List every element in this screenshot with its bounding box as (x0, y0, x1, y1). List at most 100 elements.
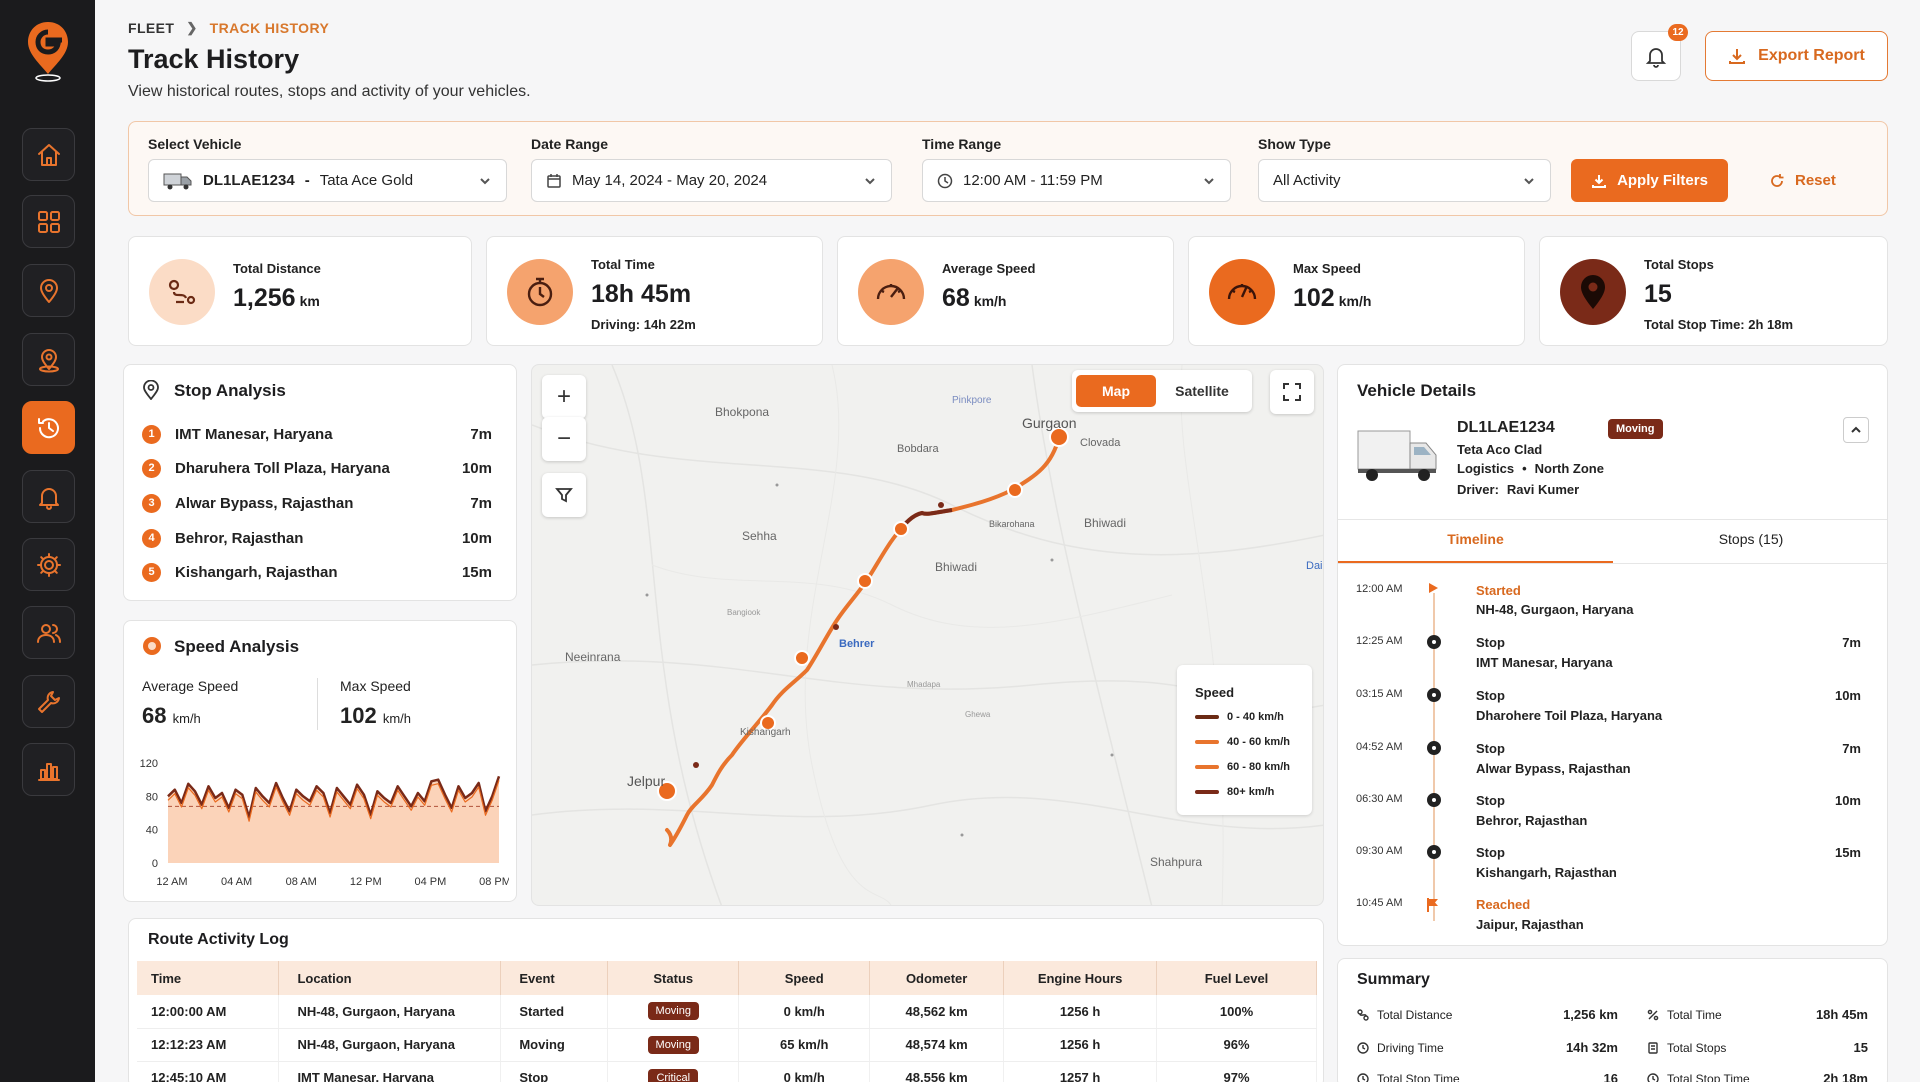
tab-timeline[interactable]: Timeline (1447, 531, 1504, 547)
fullscreen-button[interactable] (1270, 370, 1314, 414)
tab-stops[interactable]: Stops (15) (1718, 531, 1784, 547)
stop-item[interactable]: 2 Dharuhera Toll Plaza, Haryana 10m (142, 458, 492, 478)
show-type-value: All Activity (1273, 172, 1341, 189)
col-header[interactable]: Time (137, 961, 280, 995)
route-icon (1357, 1009, 1369, 1021)
summary-value: 14h 32m (1565, 1040, 1618, 1055)
chevron-down-icon (480, 178, 490, 185)
nav-drivers[interactable] (22, 606, 75, 659)
col-header[interactable]: Status (607, 961, 740, 995)
col-header[interactable]: Engine Hours (1003, 961, 1158, 995)
nav-alerts[interactable] (22, 470, 75, 523)
stat-label: Total Distance (233, 261, 321, 276)
timeline-location: Dharohere Toil Plaza, Haryana (1476, 708, 1663, 723)
activity-table: Time Location Event Status Speed Odomete… (137, 961, 1317, 1082)
map-label: Bobdara (897, 443, 939, 455)
breadcrumb-current: TRACK HISTORY (209, 20, 330, 36)
nav-live-tracking[interactable] (22, 264, 75, 317)
route-map[interactable]: Bhokpona Pinkpore Gurgaon Clovada Bobdar… (531, 364, 1324, 906)
stop-number: 3 (142, 493, 161, 513)
stat-unit: km/h (973, 293, 1007, 309)
date-range-select[interactable]: May 14, 2024 - May 20, 2024 (531, 159, 892, 202)
summary-label: Driving Time (1377, 1041, 1444, 1055)
table-row[interactable]: 12:45:10 AM IMT Manesar, Harvana Stop Cr… (137, 1061, 1317, 1082)
vehicle-status-badge: Moving (1608, 419, 1663, 439)
stopwatch-icon (507, 259, 573, 325)
export-report-button[interactable]: Export Report (1705, 31, 1888, 81)
nav-geofence[interactable] (22, 333, 75, 386)
breadcrumb-fleet[interactable]: FLEET (128, 20, 175, 36)
zoom-out-button[interactable]: − (542, 417, 586, 461)
legend-title: Speed (1195, 685, 1235, 700)
stop-item[interactable]: 4 Behror, Rajasthan 10m (142, 528, 492, 548)
speedometer-icon (858, 259, 924, 325)
vehicle-select[interactable]: DL1LAE1234 - Tata Ace Gold (148, 159, 507, 202)
map-toggle-satellite[interactable]: Satellite (1175, 383, 1229, 399)
table-row[interactable]: 12:12:23 AM NH-48, Gurgaon, Haryana Movi… (137, 1028, 1317, 1062)
timeline-location: Behror, Rajasthan (1476, 813, 1588, 828)
col-header[interactable]: Odometer (869, 961, 1005, 995)
reset-button[interactable]: Reset (1769, 159, 1836, 202)
divider (1338, 563, 1887, 564)
date-range-value: May 14, 2024 - May 20, 2024 (572, 172, 768, 189)
map-toggle-map[interactable]: Map (1076, 375, 1156, 407)
divider (317, 678, 318, 730)
map-label: Bhiwadi (935, 560, 978, 574)
col-header[interactable]: Speed (738, 961, 871, 995)
cell-speed: 65 km/h (738, 1028, 871, 1062)
apply-filters-button[interactable]: Apply Filters (1571, 159, 1728, 202)
vehicle-separator: - (304, 172, 310, 189)
stat-value: 15 (1644, 280, 1676, 309)
map-type-toggle[interactable]: Map Satellite (1072, 370, 1252, 412)
col-header[interactable]: Event (500, 961, 609, 995)
stop-duration: 15m (461, 563, 492, 581)
col-header[interactable]: Fuel Level (1156, 961, 1317, 995)
location-pin-icon (1560, 259, 1626, 325)
cell-event: Moving (500, 1028, 609, 1062)
nav-home[interactable] (22, 128, 75, 181)
summary-label: Total Stop Time (1377, 1072, 1460, 1082)
map-canvas[interactable] (532, 365, 1324, 906)
timeline-location: Kishangarh, Rajasthan (1476, 865, 1617, 880)
stop-marker-icon (1427, 635, 1441, 649)
nav-track-history[interactable] (22, 401, 75, 454)
speed-line-dark (167, 775, 501, 819)
collapse-button[interactable] (1843, 417, 1869, 443)
timeline-time: 06:30 AM (1356, 793, 1403, 805)
nav-settings[interactable] (22, 538, 75, 591)
col-header[interactable]: Location (278, 961, 502, 995)
notifications-button[interactable]: 12 (1631, 24, 1688, 81)
timeline-event: Stop (1476, 635, 1505, 650)
legend-label: 60 - 80 km/h (1227, 761, 1290, 773)
chevron-right-icon: ❯ (186, 20, 198, 35)
time-range-select[interactable]: 12:00 AM - 11:59 PM (922, 159, 1231, 202)
table-row[interactable]: 12:00:00 AM NH-48, Gurgaon, Haryana Star… (137, 995, 1317, 1029)
filter-icon (555, 488, 573, 503)
cell-engine-hours: 1256 h (1003, 995, 1158, 1029)
stop-item[interactable]: 5 Kishangarh, Rajasthan 15m (142, 562, 492, 582)
timeline-location: NH-48, Gurgaon, Haryana (1476, 602, 1634, 617)
map-label: Bikarohana (989, 519, 1035, 529)
nav-dashboard[interactable] (22, 195, 75, 248)
speedometer-icon (1209, 259, 1275, 325)
stat-value-number: 1,256 (233, 284, 296, 312)
nav-maintenance[interactable] (22, 675, 75, 728)
stop-name: Behror, Rajasthan (175, 529, 304, 547)
driver-label: Driver: (1457, 482, 1499, 497)
map-label: Ghewa (965, 710, 991, 719)
summary-item: Total Stop Time (1357, 1072, 1460, 1082)
app-logo[interactable] (24, 18, 72, 84)
map-label: Neeinrana (565, 650, 621, 664)
cell-odometer: 48,574 km (869, 1028, 1005, 1062)
stop-duration: 7m (470, 425, 492, 443)
nav-reports[interactable] (22, 743, 75, 796)
zoom-in-button[interactable]: + (542, 375, 586, 419)
avg-speed-unit: km/h (172, 711, 201, 726)
cell-status: Moving (607, 1028, 740, 1062)
map-filter-button[interactable] (542, 473, 586, 517)
summary-item: Driving Time (1357, 1041, 1444, 1055)
show-type-select[interactable]: All Activity (1258, 159, 1551, 202)
stop-item[interactable]: 1 IMT Manesar, Haryana 7m (142, 424, 492, 444)
stop-item[interactable]: 3 Alwar Bypass, Rajasthan 7m (142, 493, 492, 513)
chevron-up-icon (1851, 426, 1861, 433)
